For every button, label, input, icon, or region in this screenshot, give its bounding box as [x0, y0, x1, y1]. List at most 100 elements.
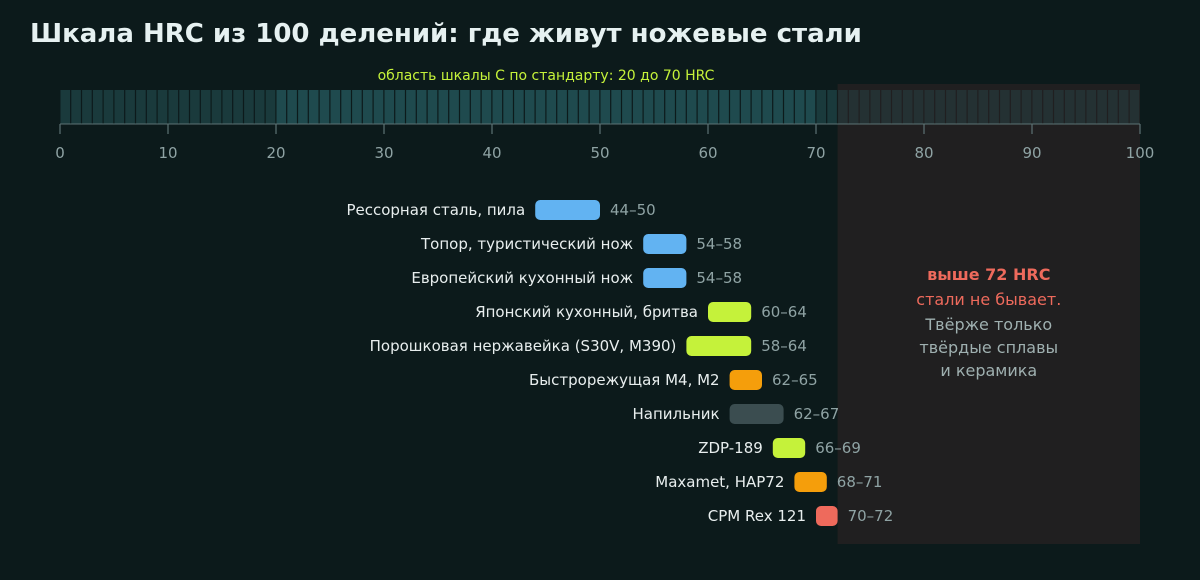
- scale-cell: [956, 90, 967, 124]
- steel-range-label: 62–67: [794, 405, 840, 423]
- steel-range-label: 54–58: [696, 269, 742, 287]
- scale-cell: [92, 90, 103, 124]
- scale-cell: [276, 90, 287, 124]
- steel-range-label: 62–65: [772, 371, 818, 389]
- scale-cell: [103, 90, 114, 124]
- scale-cell: [719, 90, 729, 124]
- annotation-line3: Твёрже только: [924, 315, 1052, 334]
- scale-cell: [1129, 90, 1140, 124]
- impossible-zone-layer: [837, 84, 1140, 544]
- scale-cell: [762, 90, 773, 124]
- scale-cell: [1097, 90, 1107, 124]
- chart-subtitle: область шкалы С по стандарту: 20 до 70 H…: [378, 68, 715, 84]
- scale-cell: [848, 90, 859, 124]
- scale-cell: [708, 90, 719, 124]
- steel-label: Порошковая нержавейка (S30V, M390): [370, 337, 677, 355]
- steel-bar: [729, 370, 762, 390]
- scale-cell: [319, 90, 330, 124]
- steel-bar: [816, 506, 838, 526]
- impossible-zone-panel: [837, 84, 1140, 544]
- x-axis: 0 10 20 30 40 50 60 70 80 90 100: [55, 123, 1154, 162]
- scale-cell: [611, 90, 621, 124]
- scale-cell: [1108, 90, 1118, 124]
- annotation-line1: выше 72 HRC: [927, 265, 1050, 284]
- scale-cell: [794, 90, 805, 124]
- scale-cell: [1054, 90, 1064, 124]
- x-tick-label: 10: [158, 144, 177, 162]
- scale-cell: [60, 90, 71, 124]
- x-tick-label: 60: [698, 144, 717, 162]
- scale-cell: [395, 90, 405, 124]
- scale-cell: [146, 90, 157, 124]
- scale-cell: [265, 90, 276, 124]
- annotation-line2: стали не бывает.: [916, 290, 1061, 309]
- scale-cell: [740, 90, 751, 124]
- scale-cell: [1064, 90, 1075, 124]
- steel-range-label: 60–64: [761, 303, 807, 321]
- scale-cell: [1010, 90, 1021, 124]
- x-tick-label: 80: [914, 144, 933, 162]
- steel-range-label: 70–72: [848, 507, 894, 525]
- steel-bar: [643, 234, 687, 254]
- scale-cell: [514, 90, 524, 124]
- scale-cell: [967, 90, 978, 124]
- scale-cell: [341, 90, 351, 124]
- steel-label: Японский кухонный, бритва: [475, 303, 698, 321]
- scale-cell: [157, 90, 168, 124]
- steel-bar: [794, 472, 827, 492]
- scale-cell: [546, 90, 557, 124]
- scale-cell: [470, 90, 481, 124]
- scale-cell: [1021, 90, 1032, 124]
- steel-label: ZDP-189: [698, 439, 763, 457]
- scale-cell: [200, 90, 211, 124]
- scale-cell: [578, 90, 589, 124]
- scale-cell: [978, 90, 989, 124]
- scale-cell: [481, 90, 492, 124]
- scale-cell: [589, 90, 600, 124]
- scale-cell: [676, 90, 686, 124]
- scale-cell: [125, 90, 135, 124]
- scale-cell: [816, 90, 827, 124]
- steel-label: Maxamet, HAP72: [655, 473, 784, 491]
- scale-cell: [362, 90, 373, 124]
- steel-range-label: 68–71: [837, 473, 883, 491]
- scale-cell: [881, 90, 891, 124]
- scale-cell: [308, 90, 319, 124]
- scale-cell: [557, 90, 567, 124]
- x-tick-label: 70: [806, 144, 825, 162]
- chart-title: Шкала HRC из 100 делений: где живут ноже…: [30, 19, 862, 49]
- scale-cell: [190, 90, 200, 124]
- scale-cell: [244, 90, 254, 124]
- scale-cell: [1075, 90, 1086, 124]
- hrc-scale-strip: [60, 90, 1140, 124]
- scale-cell: [535, 90, 546, 124]
- scale-cell: [622, 90, 632, 124]
- scale-cell: [805, 90, 816, 124]
- scale-cell: [838, 90, 848, 124]
- scale-cell: [730, 90, 740, 124]
- scale-cell: [114, 90, 125, 124]
- scale-cell: [924, 90, 935, 124]
- scale-cell: [416, 90, 427, 124]
- scale-cell: [82, 90, 92, 124]
- scale-cell: [211, 90, 222, 124]
- scale-cell: [870, 90, 881, 124]
- annotation-line5: и керамика: [940, 361, 1037, 380]
- steel-range-label: 58–64: [761, 337, 807, 355]
- scale-cell: [935, 90, 945, 124]
- scale-cell: [632, 90, 643, 124]
- scale-cell: [168, 90, 179, 124]
- steel-range-label: 54–58: [696, 235, 742, 253]
- scale-cell: [438, 90, 449, 124]
- scale-cell: [1043, 90, 1053, 124]
- x-tick-label: 30: [374, 144, 393, 162]
- scale-cell: [892, 90, 902, 124]
- steel-bar: [686, 336, 752, 356]
- steel-range-label: 44–50: [610, 201, 656, 219]
- scale-cell: [524, 90, 535, 124]
- scale-cell: [136, 90, 146, 124]
- scale-cell: [427, 90, 438, 124]
- scale-cell: [902, 90, 913, 124]
- steel-label: Европейский кухонный нож: [411, 269, 633, 287]
- scale-cell: [1032, 90, 1043, 124]
